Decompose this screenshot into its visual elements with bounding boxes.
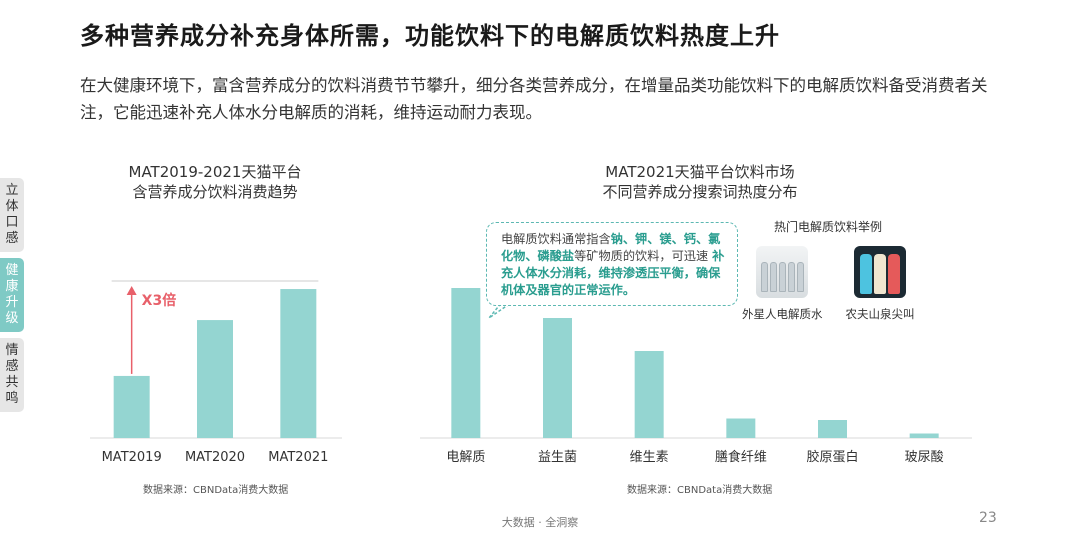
x-tick-label: MAT2020 xyxy=(185,450,245,465)
chart1-heading: MAT2019-2021天猫平台 含营养成分饮料消费趋势 xyxy=(95,162,335,202)
side-tab-texture[interactable]: 立体口感 xyxy=(0,178,24,252)
page-number: 23 xyxy=(979,510,997,526)
side-tabs: 立体口感 健康升级 情感共鸣 xyxy=(0,178,24,418)
chart2-heading: MAT2021天猫平台饮料市场 不同营养成分搜索词热度分布 xyxy=(560,162,840,202)
x-tick-label: 电解质 xyxy=(446,450,485,465)
x-tick-label: 益生菌 xyxy=(538,450,577,465)
product-card: 外星人电解质水 xyxy=(742,246,823,322)
chart2-title: MAT2021天猫平台饮料市场 xyxy=(605,163,795,181)
footer-slogan: 大数据 · 全洞察 xyxy=(501,516,579,529)
side-tab-label: 立体口感 xyxy=(5,183,19,246)
side-tab-label: 情感共鸣 xyxy=(5,343,19,406)
side-tab-emotion[interactable]: 情感共鸣 xyxy=(0,338,24,412)
growth-arrow-head xyxy=(126,286,137,296)
callout-text: 等矿物质的饮料，可迅速 xyxy=(574,249,713,263)
chart2-svg: 电解质 益生菌 维生素 膳食纤维 胶原蛋白 玻尿酸 xyxy=(420,288,972,465)
chart2-source: 数据来源：CBNData消费大数据 xyxy=(627,485,773,496)
chart1-svg: MAT2019 MAT2020 MAT2021 X3倍 xyxy=(90,280,342,465)
bar xyxy=(451,288,481,438)
bar xyxy=(113,375,150,438)
bar xyxy=(909,433,939,438)
growth-annotation: X3倍 xyxy=(142,292,177,309)
bar xyxy=(726,418,756,438)
product-name: 外星人电解质水 xyxy=(742,307,823,321)
product-image xyxy=(854,246,906,298)
page-title: 多种营养成分补充身体所需，功能饮料下的电解质饮料热度上升 xyxy=(80,22,780,50)
bar xyxy=(818,420,847,438)
chart1-title: MAT2019-2021天猫平台 xyxy=(128,163,302,181)
product-image xyxy=(756,246,808,298)
chart1-subtitle: 含营养成分饮料消费趋势 xyxy=(132,183,298,201)
x-tick-label: 维生素 xyxy=(630,450,669,465)
x-tick-label: 胶原蛋白 xyxy=(806,449,858,465)
page-description: 在大健康环境下，富含营养成分的饮料消费节节攀升，细分各类营养成分，在增量品类功能… xyxy=(80,76,988,122)
callout-highlight: 钠、钾、镁、钙、氯化物、磷酸盐 xyxy=(501,232,721,263)
callout-highlight: 补充人体水分消耗，维持渗透压平衡，确保机体及器官的正常运作。 xyxy=(501,249,725,297)
callout-box: 电解质饮料通常指含钠、钾、镁、钙、氯化物、磷酸盐等矿物质的饮料，可迅速 补充人体… xyxy=(486,222,738,306)
x-tick-label: MAT2021 xyxy=(268,450,328,465)
chart1-source: 数据来源：CBNData消费大数据 xyxy=(143,485,289,496)
x-tick-label: 玻尿酸 xyxy=(905,450,944,465)
bar xyxy=(197,320,233,438)
bar xyxy=(543,318,572,438)
chart2-subtitle: 不同营养成分搜索词热度分布 xyxy=(602,183,798,201)
product-name: 农夫山泉尖叫 xyxy=(845,307,915,321)
x-tick-label: MAT2019 xyxy=(102,450,162,465)
side-tab-health[interactable]: 健康升级 xyxy=(0,258,24,332)
bar xyxy=(634,351,664,438)
popular-title: 热门电解质饮料举例 xyxy=(774,220,883,234)
bar xyxy=(280,289,317,438)
x-tick-label: 膳食纤维 xyxy=(715,449,767,465)
callout-text: 电解质饮料通常指含 xyxy=(501,232,611,246)
product-card: 农夫山泉尖叫 xyxy=(840,246,920,322)
side-tab-label: 健康升级 xyxy=(5,263,19,326)
